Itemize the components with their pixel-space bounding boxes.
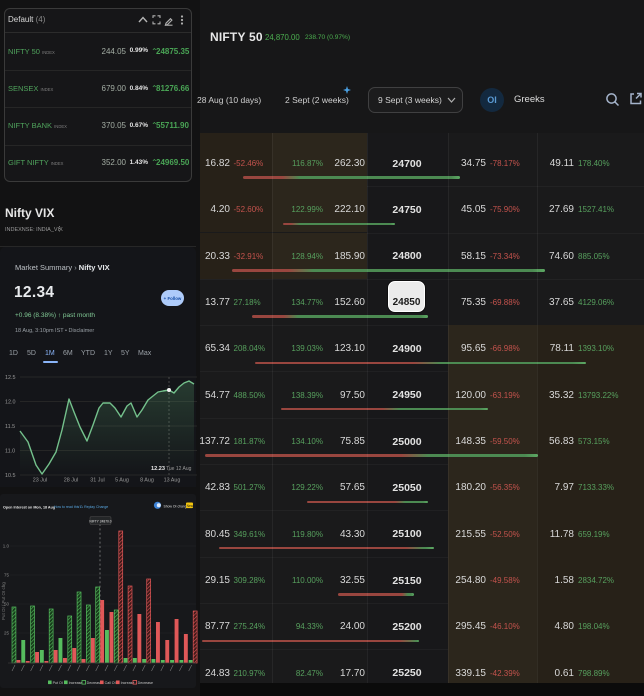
svg-text:75: 75 (4, 573, 10, 578)
svg-text:13 Aug: 13 Aug (164, 478, 181, 484)
svg-text:Increase: Increase (121, 681, 135, 685)
svg-text:12.0: 12.0 (5, 400, 16, 406)
svg-text:Decrease: Decrease (138, 681, 153, 685)
svg-text:50: 50 (4, 602, 10, 607)
svg-text:28 Jul: 28 Jul (64, 478, 78, 484)
svg-text:11.5: 11.5 (5, 424, 15, 430)
svg-text:Open Interest on Mon, 18 Aug: Open Interest on Mon, 18 Aug (3, 505, 55, 509)
svg-text:New: New (187, 504, 194, 508)
svg-text:8 Aug: 8 Aug (140, 478, 154, 484)
svg-text:Tue 12 Aug: Tue 12 Aug (166, 466, 192, 472)
svg-text:23 Jul: 23 Jul (33, 478, 47, 484)
svg-text:NIFTY 24870.0: NIFTY 24870.0 (89, 520, 111, 524)
svg-text:♺ Replay Change: ♺ Replay Change (80, 505, 108, 509)
svg-text:Put OI: Put OI (53, 681, 63, 685)
svg-text:12.23: 12.23 (151, 466, 165, 472)
svg-text:Decrease: Decrease (87, 681, 102, 685)
svg-text:12.5: 12.5 (5, 375, 16, 381)
svg-text:11.0: 11.0 (5, 449, 15, 455)
svg-text:25: 25 (4, 631, 10, 636)
svg-text:Call OI: Call OI (105, 681, 116, 685)
svg-text:How to read this?: How to read this? (54, 505, 81, 509)
svg-text:31 Jul: 31 Jul (90, 478, 104, 484)
svg-text:Show OI change: Show OI change (164, 504, 189, 508)
svg-text:Increase: Increase (69, 681, 83, 685)
svg-text:5 Aug: 5 Aug (115, 478, 129, 484)
svg-text:1.0: 1.0 (3, 544, 10, 549)
svg-text:Put OI / Put OI chg: Put OI / Put OI chg (1, 582, 6, 620)
svg-text:10.5: 10.5 (5, 473, 16, 479)
